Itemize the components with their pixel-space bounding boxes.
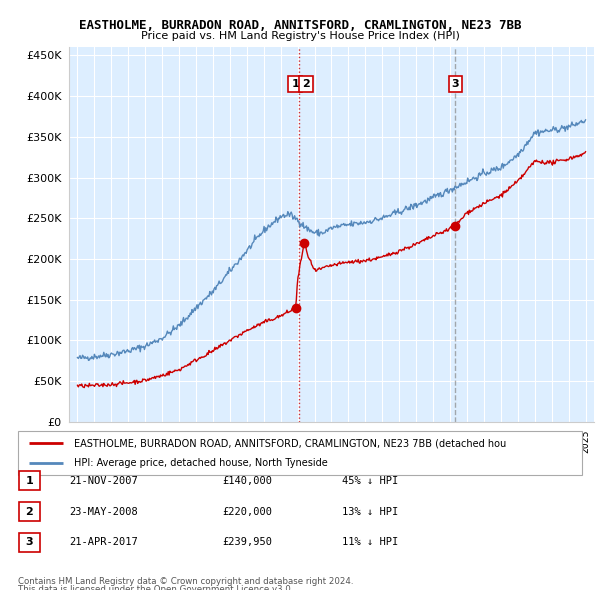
Text: Price paid vs. HM Land Registry's House Price Index (HPI): Price paid vs. HM Land Registry's House … (140, 31, 460, 41)
Text: 21-APR-2017: 21-APR-2017 (69, 537, 138, 547)
Text: EASTHOLME, BURRADON ROAD, ANNITSFORD, CRAMLINGTON, NE23 7BB: EASTHOLME, BURRADON ROAD, ANNITSFORD, CR… (79, 19, 521, 32)
Text: This data is licensed under the Open Government Licence v3.0.: This data is licensed under the Open Gov… (18, 585, 293, 590)
Text: 21-NOV-2007: 21-NOV-2007 (69, 476, 138, 486)
Text: 2: 2 (302, 79, 310, 89)
Text: 13% ↓ HPI: 13% ↓ HPI (342, 507, 398, 516)
Text: EASTHOLME, BURRADON ROAD, ANNITSFORD, CRAMLINGTON, NE23 7BB (detached hou: EASTHOLME, BURRADON ROAD, ANNITSFORD, CR… (74, 438, 506, 448)
Text: Contains HM Land Registry data © Crown copyright and database right 2024.: Contains HM Land Registry data © Crown c… (18, 577, 353, 586)
Text: 2: 2 (26, 507, 33, 516)
Text: £220,000: £220,000 (222, 507, 272, 516)
Text: 1: 1 (26, 476, 33, 486)
Text: HPI: Average price, detached house, North Tyneside: HPI: Average price, detached house, Nort… (74, 458, 328, 467)
Text: 11% ↓ HPI: 11% ↓ HPI (342, 537, 398, 547)
Text: 3: 3 (26, 537, 33, 547)
Text: 1: 1 (291, 79, 299, 89)
FancyBboxPatch shape (19, 533, 40, 552)
Text: £140,000: £140,000 (222, 476, 272, 486)
Text: 23-MAY-2008: 23-MAY-2008 (69, 507, 138, 516)
Text: £239,950: £239,950 (222, 537, 272, 547)
FancyBboxPatch shape (19, 502, 40, 521)
FancyBboxPatch shape (18, 431, 582, 475)
FancyBboxPatch shape (19, 471, 40, 490)
Text: 45% ↓ HPI: 45% ↓ HPI (342, 476, 398, 486)
Text: 3: 3 (451, 79, 459, 89)
